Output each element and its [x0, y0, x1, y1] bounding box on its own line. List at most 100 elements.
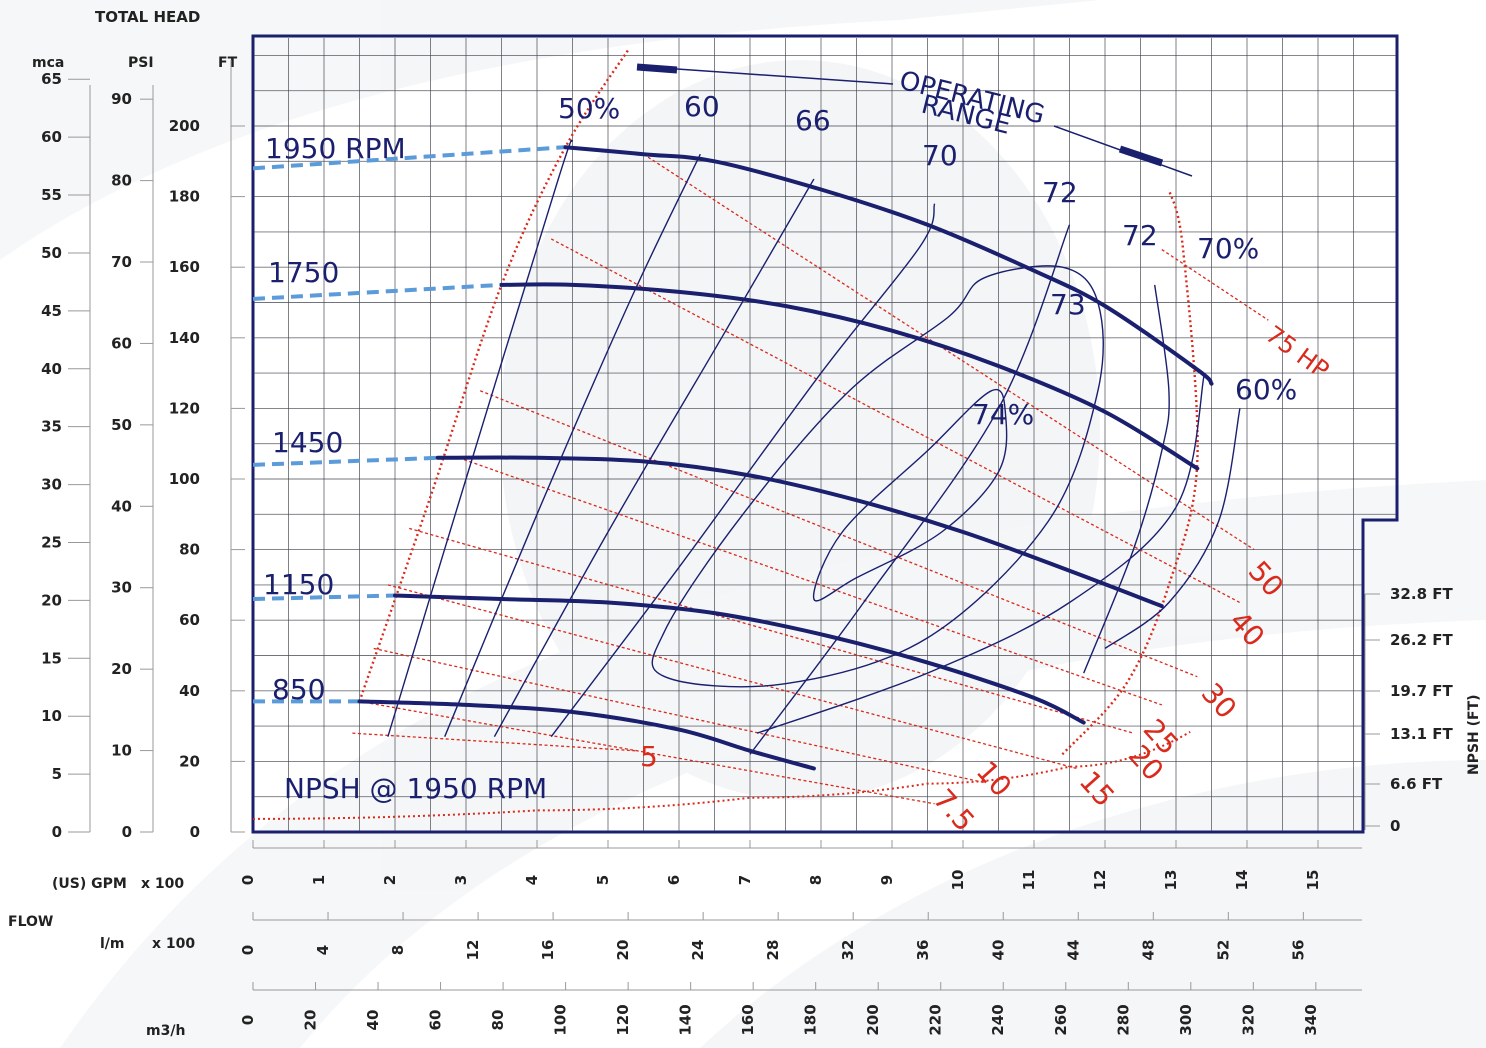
ft-tick-label: 100	[169, 470, 200, 488]
efficiency-line-70	[550, 203, 936, 738]
lpm-tick-label: 16	[539, 940, 557, 961]
speed-label-1450: 1450	[272, 426, 343, 459]
lpm-tick-label: 48	[1139, 940, 1157, 961]
power-label-5: 5	[640, 740, 658, 773]
npsh-tick-label: 19.7 FT	[1390, 682, 1453, 700]
gpm-tick-label: 6	[665, 875, 683, 885]
m3h-tick-label: 80	[489, 1010, 507, 1031]
m3h-tick-label: 100	[552, 1004, 570, 1035]
grid	[254, 38, 1396, 831]
mca-tick-label: 0	[52, 823, 62, 841]
power-label-15: 15	[1073, 765, 1121, 814]
efficiency-label-66: 66	[795, 104, 831, 137]
ft-tick-label: 200	[169, 117, 200, 135]
psi-axis-label: PSI	[128, 55, 154, 71]
psi-tick-label: 40	[111, 497, 132, 515]
gpm-tick-label: 1	[310, 875, 328, 885]
npsh-curve-layer	[252, 731, 1191, 820]
efficiency-line-66	[493, 178, 815, 738]
ft-tick-label: 180	[169, 188, 200, 206]
power-line-75-hp	[1161, 249, 1269, 321]
m3h-tick-label: 160	[739, 1004, 757, 1035]
efficiency-line-72	[749, 224, 1071, 755]
mca-tick-label: 35	[41, 418, 62, 436]
gpm-axis-multiplier: x 100	[141, 876, 184, 892]
npsh-tick-label: 0	[1390, 817, 1400, 835]
m3h-tick-label: 280	[1114, 1004, 1132, 1035]
efficiency-lines	[387, 139, 1241, 755]
psi-tick-label: 80	[111, 172, 132, 190]
ft-tick-label: 0	[190, 823, 200, 841]
psi-tick-label: 70	[111, 253, 132, 271]
gpm-tick-label: 11	[1020, 870, 1038, 891]
lpm-axis-multiplier: x 100	[152, 936, 195, 952]
power-lines	[352, 153, 1269, 805]
power-line-50	[643, 153, 1255, 551]
shutoff-dash-1450	[252, 455, 438, 467]
m3h-tick-label: 40	[364, 1010, 382, 1031]
ft-tick-label: 20	[179, 752, 200, 770]
npsh-axis: 0 6.6 FT 13.1 FT 19.7 FT 26.2 FT 32.8 FT	[1364, 585, 1453, 835]
gpm-axis: 0 1 2 3 4 5 6 7 8 9 10 11 12 13 14 15	[239, 840, 1362, 890]
m3h-axis-label: m3/h	[146, 1023, 185, 1039]
lpm-tick-label: 36	[914, 940, 932, 961]
psi-tick-label: 50	[111, 416, 132, 434]
mca-tick-label: 45	[41, 302, 62, 320]
gpm-tick-label: 9	[878, 875, 896, 885]
psi-tick-label: 60	[111, 334, 132, 352]
psi-tick-label: 20	[111, 660, 132, 678]
mca-tick-label: 25	[41, 533, 62, 551]
mca-axis-label: mca	[32, 55, 64, 71]
lpm-tick-label: 40	[989, 940, 1007, 961]
mca-tick-label: 65	[41, 70, 62, 88]
mca-tick-label: 15	[41, 649, 62, 667]
gpm-axis-label: (US) GPM	[52, 876, 127, 892]
power-line-5	[352, 732, 637, 752]
m3h-axis: 0 20 40 60 80 100 120 140 160 180 200 220 240 260 280 3…	[239, 982, 1362, 1036]
efficiency-line-70	[756, 372, 1206, 734]
flow-label: FLOW	[8, 914, 53, 930]
shutoff-dash-1950	[252, 145, 566, 171]
efficiency-label-60: 60	[684, 90, 720, 123]
power-label-7-5: 7.5	[927, 783, 981, 838]
efficiency-label-60: 60%	[1235, 373, 1297, 406]
gpm-tick-label: 3	[452, 875, 470, 885]
ft-axis-label: FT	[218, 55, 238, 71]
efficiency-island-73	[651, 265, 1104, 688]
efficiency-label-72: 72	[1122, 219, 1158, 252]
m3h-tick-label: 260	[1052, 1004, 1070, 1035]
gpm-tick-label: 13	[1162, 870, 1180, 891]
ft-axis: 0 20 40 60 80 100 120 140 160 180 200	[169, 60, 245, 841]
power-line-30	[479, 390, 1198, 678]
psi-axis: 0 10 20 30 40 50 60 70 80 90	[111, 85, 154, 841]
speed-label-1150: 1150	[263, 568, 334, 601]
power-line-20	[409, 527, 1134, 734]
speed-label-1950: 1950 RPM	[265, 132, 406, 165]
lpm-axis: 0 4 8 12 16 20 24 28 32 36 40 44 48 52 56	[239, 912, 1362, 960]
gpm-tick-label: 7	[736, 875, 754, 885]
speed-curve-1750	[499, 282, 1200, 471]
gpm-tick-label: 8	[807, 875, 825, 885]
lpm-tick-label: 12	[464, 940, 482, 961]
npsh-tick-label: 13.1 FT	[1390, 725, 1453, 743]
total-head-label: TOTAL HEAD	[95, 8, 200, 26]
mca-tick-label: 60	[41, 128, 62, 146]
efficiency-island-74	[812, 388, 1008, 602]
psi-tick-label: 0	[122, 823, 132, 841]
m3h-tick-label: 200	[864, 1004, 882, 1035]
npsh-curve-label: NPSH @ 1950 RPM	[284, 772, 547, 805]
psi-tick-label: 90	[111, 90, 132, 108]
mca-tick-label: 50	[41, 244, 62, 262]
lpm-tick-label: 24	[689, 940, 707, 961]
npsh-tick-label: 6.6 FT	[1390, 775, 1443, 793]
m3h-tick-label: 240	[989, 1004, 1007, 1035]
mca-tick-label: 10	[41, 707, 62, 725]
efficiency-line-60	[444, 153, 701, 737]
operating-range-marker-left	[636, 63, 678, 74]
lpm-tick-label: 44	[1064, 940, 1082, 961]
m3h-tick-label: 340	[1302, 1004, 1320, 1035]
ft-tick-label: 60	[179, 611, 200, 629]
gpm-tick-label: 10	[949, 870, 967, 891]
